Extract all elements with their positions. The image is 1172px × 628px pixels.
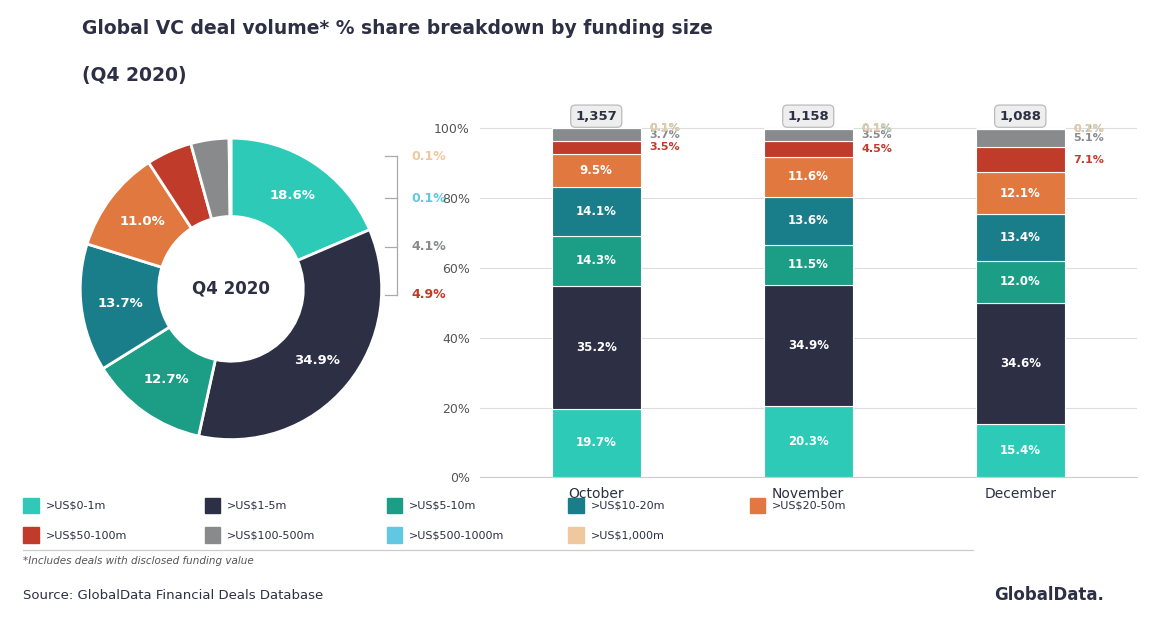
Text: 14.3%: 14.3% [575,254,616,268]
Text: >US$100-500m: >US$100-500m [227,530,315,540]
Text: Global VC deal volume* % share breakdown by funding size: Global VC deal volume* % share breakdown… [82,19,713,38]
Text: 13.4%: 13.4% [1000,231,1041,244]
Text: Source: GlobalData Financial Deals Database: Source: GlobalData Financial Deals Datab… [23,589,323,602]
Text: 12.0%: 12.0% [1000,276,1041,288]
Text: 3.5%: 3.5% [861,130,892,140]
Wedge shape [231,138,369,261]
Wedge shape [198,230,382,440]
Bar [764,141,853,156]
Bar [976,303,1064,423]
Bar [976,423,1064,477]
Bar [552,141,641,153]
Text: 7.1%: 7.1% [1074,154,1104,165]
Text: 19.7%: 19.7% [575,436,616,450]
Bar [764,156,853,197]
Text: 11.6%: 11.6% [788,170,829,183]
Text: 9.5%: 9.5% [580,163,613,176]
Text: Q4 2020: Q4 2020 [192,280,270,298]
Text: >US$500-1000m: >US$500-1000m [409,530,504,540]
Text: 0.1%: 0.1% [649,123,680,133]
Text: >US$1-5m: >US$1-5m [227,501,288,511]
Text: >US$1,000m: >US$1,000m [591,530,665,540]
Text: >US$50-100m: >US$50-100m [46,530,127,540]
Bar [764,244,853,284]
Bar [976,261,1064,303]
Text: >US$5-10m: >US$5-10m [409,501,476,511]
Bar [976,172,1064,214]
Text: (Q4 2020): (Q4 2020) [82,66,186,85]
Text: 3.5%: 3.5% [649,143,680,153]
Wedge shape [80,244,170,369]
Wedge shape [191,138,230,219]
Bar [764,129,853,141]
Bar [552,236,641,286]
Text: 0.1%: 0.1% [411,149,447,163]
Text: >US$10-20m: >US$10-20m [591,501,666,511]
Bar [764,284,853,406]
Text: >US$20-50m: >US$20-50m [772,501,847,511]
Text: 13.7%: 13.7% [97,296,143,310]
Bar [552,409,641,477]
Wedge shape [149,144,212,228]
Text: 3.7%: 3.7% [649,130,680,140]
Text: >US$0-1m: >US$0-1m [46,501,107,511]
Bar [976,147,1064,172]
Text: 34.9%: 34.9% [294,354,340,367]
Text: 0.1%: 0.1% [411,192,447,205]
Text: 13.6%: 13.6% [788,214,829,227]
Text: 4.9%: 4.9% [411,288,447,301]
Text: 35.2%: 35.2% [575,340,616,354]
Text: 14.1%: 14.1% [575,205,616,218]
Text: 0.2%: 0.2% [1074,124,1104,134]
Bar [764,197,853,244]
Text: 4.5%: 4.5% [861,144,892,154]
Text: 0.1%: 0.1% [861,123,892,133]
Text: 18.6%: 18.6% [270,189,315,202]
Text: 34.9%: 34.9% [788,339,829,352]
Text: 4.1%: 4.1% [411,240,447,253]
Text: 1,088: 1,088 [1000,110,1041,122]
Wedge shape [229,138,231,217]
Text: 1,158: 1,158 [788,110,829,122]
Text: 5.1%: 5.1% [1074,133,1104,143]
Text: 0.1%: 0.1% [1074,124,1104,134]
Bar [552,286,641,409]
Text: 0.1%: 0.1% [861,124,892,134]
Text: *Includes deals with disclosed funding value: *Includes deals with disclosed funding v… [23,556,254,566]
Text: 1,357: 1,357 [575,110,618,122]
Text: 15.4%: 15.4% [1000,444,1041,457]
Bar [552,153,641,187]
Text: GlobalData.: GlobalData. [994,587,1104,604]
Wedge shape [103,327,216,436]
Text: 20.3%: 20.3% [788,435,829,448]
Bar [976,129,1064,147]
Bar [552,187,641,236]
Text: 11.5%: 11.5% [788,258,829,271]
Text: 34.6%: 34.6% [1000,357,1041,370]
Wedge shape [87,163,191,268]
Bar [764,406,853,477]
Bar [552,128,641,141]
Text: 0.1%: 0.1% [649,123,680,133]
Bar [976,214,1064,261]
Text: 12.1%: 12.1% [1000,187,1041,200]
Text: 12.7%: 12.7% [144,374,190,386]
Text: 11.0%: 11.0% [120,215,165,228]
